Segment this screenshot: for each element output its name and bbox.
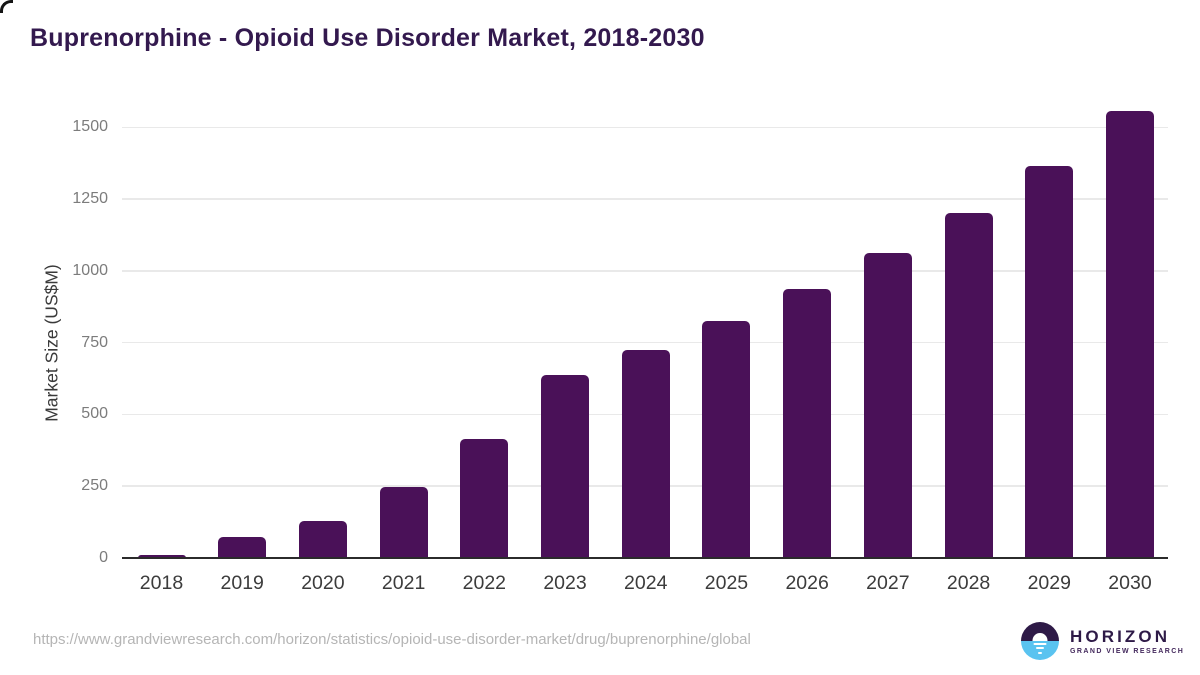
logo-brand-name: HORIZON <box>1070 626 1171 646</box>
y-tick-label-1500: 1500 <box>72 118 108 136</box>
bar-2020 <box>298 521 347 558</box>
page-title: Buprenorphine - Opioid Use Disorder Mark… <box>30 24 705 52</box>
horizon-logo-icon <box>1021 622 1059 660</box>
sun-reflection-line <box>1036 647 1044 650</box>
gridline-1000 <box>122 270 1168 272</box>
bar-2028 <box>944 212 993 558</box>
y-tick-label-1250: 1250 <box>72 190 108 208</box>
bar-2027 <box>863 253 912 558</box>
x-tick-label-2027: 2027 <box>866 572 910 594</box>
gridline-750 <box>122 341 1168 344</box>
bar-2030 <box>1106 111 1154 558</box>
x-tick-label-2024: 2024 <box>624 572 668 594</box>
sun-reflection-line <box>1038 651 1042 654</box>
logo-text: HORIZON GRAND VIEW RESEARCH <box>1070 627 1184 656</box>
rounded-corner-artifact <box>0 0 13 13</box>
x-tick-label-2025: 2025 <box>704 572 749 594</box>
x-tick-label-2020: 2020 <box>301 572 345 594</box>
x-tick-label-2023: 2023 <box>543 572 587 594</box>
y-tick-label-500: 500 <box>81 405 108 423</box>
y-tick-label-1000: 1000 <box>72 261 108 279</box>
gridline-1250 <box>122 198 1168 200</box>
y-tick-label-0: 0 <box>99 549 108 566</box>
bar-2026 <box>783 289 832 558</box>
x-tick-label-2021: 2021 <box>381 572 426 594</box>
x-tick-label-2019: 2019 <box>220 572 264 594</box>
x-tick-label-2026: 2026 <box>785 572 829 594</box>
x-tick-label-2030: 2030 <box>1108 572 1152 594</box>
x-tick-label-2029: 2029 <box>1027 572 1071 594</box>
sun-icon <box>1032 633 1048 641</box>
y-tick-label-250: 250 <box>81 477 108 495</box>
sun-reflection-line <box>1033 642 1047 645</box>
logo-sea-half <box>1021 641 1059 660</box>
bar-2022 <box>460 438 509 558</box>
bar-2025 <box>702 320 751 558</box>
x-tick-label-2022: 2022 <box>462 572 507 594</box>
bar-2023 <box>541 375 590 558</box>
logo-sky-half <box>1021 622 1059 641</box>
x-axis-line <box>122 556 1168 559</box>
bar-2019 <box>218 537 267 558</box>
bar-2029 <box>1025 165 1074 558</box>
y-tick-label-750: 750 <box>81 333 108 351</box>
x-tick-label-2028: 2028 <box>946 572 991 594</box>
logo-tagline: GRAND VIEW RESEARCH <box>1070 647 1185 655</box>
bar-2018 <box>137 554 186 558</box>
bar-2024 <box>621 350 670 558</box>
x-tick-label-2018: 2018 <box>139 572 184 594</box>
horizon-logo: HORIZON GRAND VIEW RESEARCH <box>1021 622 1184 660</box>
source-url: https://www.grandviewresearch.com/horizo… <box>33 631 751 648</box>
bar-2021 <box>379 487 428 558</box>
gridline-1500 <box>122 126 1168 129</box>
